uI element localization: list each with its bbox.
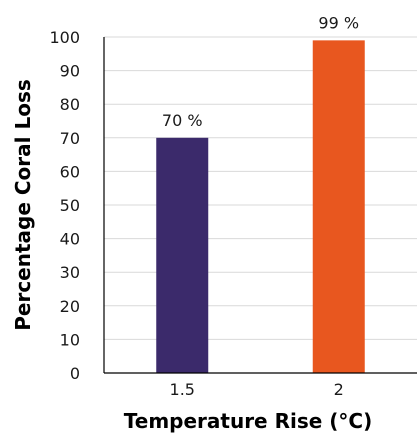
y-tick-label: 80 (60, 95, 80, 114)
data-label: 99 % (318, 13, 359, 32)
x-tick-label: 2 (334, 380, 344, 399)
bars (156, 40, 365, 374)
bar-1.5 (156, 137, 209, 373)
y-tick-labels: 0 10 20 30 40 50 60 70 80 90 100 (49, 28, 80, 383)
y-axis-title: Percentage Coral Loss (11, 79, 35, 331)
x-tick-label: 1.5 (170, 380, 195, 399)
y-tick-label: 10 (60, 330, 80, 349)
x-axis-title: Temperature Rise (°C) (124, 409, 372, 433)
y-tick-label: 50 (60, 196, 80, 215)
y-tick-label: 100 (49, 28, 80, 47)
y-tick-label: 30 (60, 263, 80, 282)
y-tick-label: 60 (60, 162, 80, 181)
data-label: 70 % (162, 111, 203, 130)
bar-2 (312, 40, 365, 374)
y-tick-label: 70 (60, 129, 80, 148)
gridlines (104, 36, 417, 340)
axes (103, 37, 417, 374)
y-tick-label: 20 (60, 297, 80, 316)
y-tick-label: 40 (60, 230, 80, 249)
x-tick-labels: 1.5 2 (170, 380, 344, 399)
y-tick-label: 0 (70, 364, 80, 383)
y-tick-label: 90 (60, 62, 80, 81)
data-labels: 70 % 99 % (162, 13, 359, 129)
